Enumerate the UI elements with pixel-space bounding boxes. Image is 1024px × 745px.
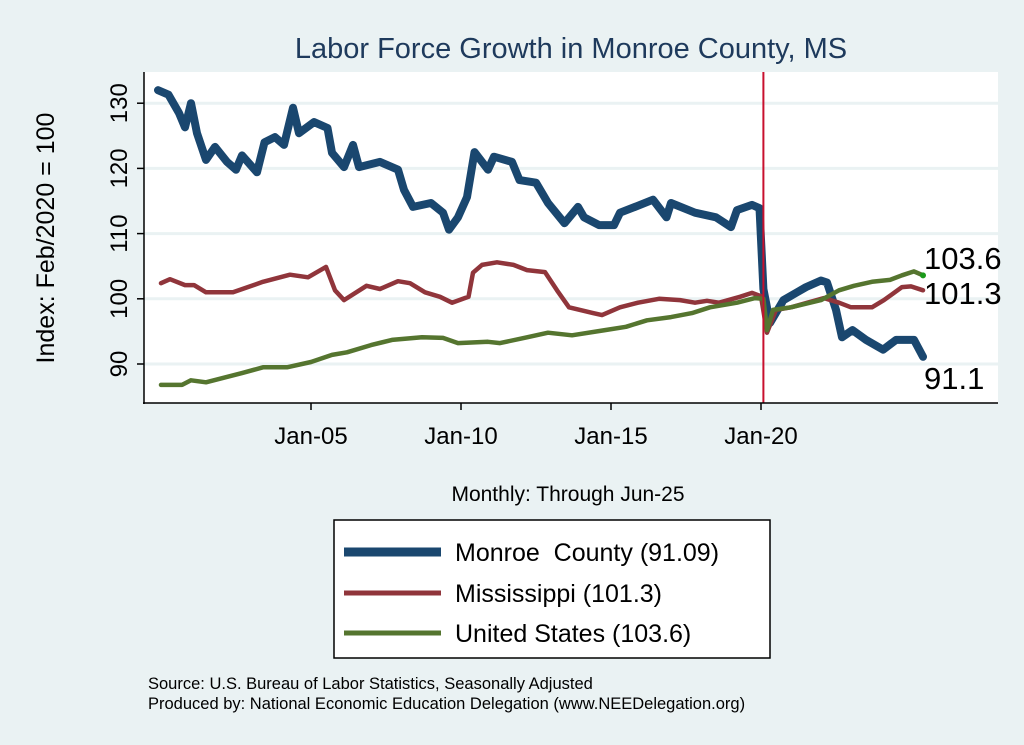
series-line-united-states (158, 269, 926, 388)
axis-ticks: 90 100 110 120 130 Jan-05 Jan-10 Jan-15 Jan-20 (106, 83, 798, 450)
x-tick-label: Jan-20 (724, 423, 797, 450)
end-point-marker (920, 272, 926, 279)
y-tick-label: 100 (106, 279, 133, 319)
plot-area (144, 72, 998, 403)
produced-by-note: Produced by: National Economic Education… (148, 695, 745, 713)
end-label-monroe-county: 91.1 (924, 361, 984, 396)
source-note: Source: U.S. Bureau of Labor Statistics,… (148, 675, 593, 693)
legend: Monroe County (91.09) Mississippi (101.3… (333, 519, 771, 659)
legend-label-monroe: Monroe County (91.09) (455, 539, 719, 567)
y-tick-label: 130 (106, 83, 133, 123)
series-group (154, 86, 927, 388)
legend-label-us: United States (103.6) (455, 620, 691, 648)
chart-title: Labor Force Growth in Monroe County, MS (295, 33, 847, 65)
end-label-mississippi: 101.3 (924, 276, 1002, 311)
y-axis-title: Index: Feb/2020 = 100 (32, 113, 60, 364)
x-tick-label: Jan-15 (574, 423, 647, 450)
legend-label-mississippi: Mississippi (101.3) (455, 580, 662, 608)
y-tick-label: 90 (106, 351, 133, 378)
end-label-united-states: 103.6 (924, 241, 1002, 276)
x-tick-label: Jan-10 (424, 423, 497, 450)
x-axis-title: Monthly: Through Jun-25 (451, 483, 684, 506)
series-line-monroe-county (154, 86, 927, 361)
gridlines (144, 101, 998, 366)
y-tick-label: 120 (106, 148, 133, 188)
y-tick-label: 110 (106, 214, 133, 252)
x-tick-label: Jan-05 (274, 423, 347, 450)
